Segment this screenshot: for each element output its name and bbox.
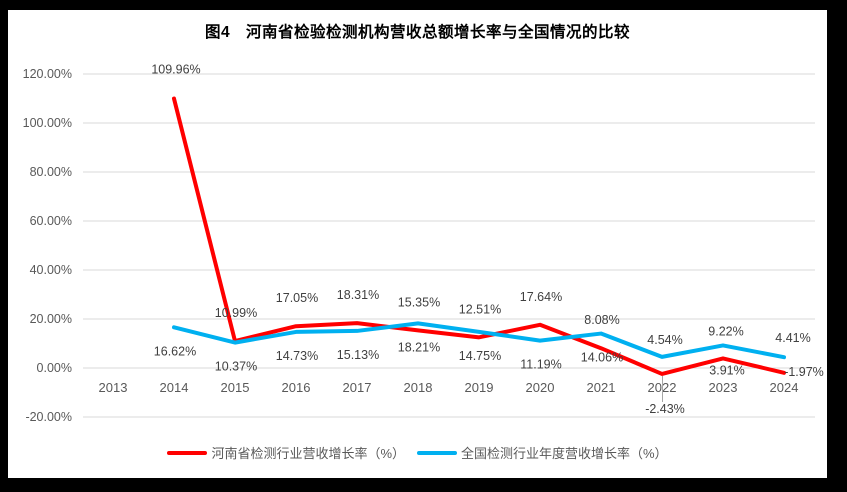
data-label: 8.08% [584,313,619,327]
data-label: 9.22% [708,324,743,338]
data-label: 10.37% [215,360,257,374]
y-tick-label: 60.00% [30,214,72,228]
legend-item-henan: 河南省检测行业营收增长率（%） [167,443,405,462]
series-line-1 [172,321,786,360]
data-label: 18.21% [398,340,440,354]
x-tick-label: 2020 [526,380,555,395]
x-tick-label: 2015 [221,380,250,395]
y-tick-label: 120.00% [23,67,72,81]
data-label: 4.41% [775,331,810,345]
data-label: 15.13% [337,348,379,362]
x-tick-label: 2013 [99,380,128,395]
series-line-0 [172,96,786,376]
plot-area: 120.00% 100.00% 80.00% 60.00% 40.00% 20.00% 0.… [23,63,824,424]
legend-label-henan: 河南省检测行业营收增长率（%） [211,446,405,461]
x-tick-label: 2016 [282,380,311,395]
y-tick-label: -20.00% [25,410,72,424]
y-tick-label: 20.00% [30,312,72,326]
data-label: 11.19% [520,358,561,372]
data-label: 14.06% [581,351,623,365]
x-tick-label: 2021 [587,380,616,395]
legend-item-national: 全国检测行业年度营收增长率（%） [417,443,668,462]
data-label: 14.75% [459,349,501,363]
legend-line-swatch-henan [167,450,208,455]
data-label: 4.54% [647,333,682,347]
data-label: 14.73% [276,349,318,363]
data-label: -2.43% [645,402,685,416]
data-label: 17.64% [520,290,562,304]
x-tick-label: 2019 [465,380,494,395]
data-label: 12.51% [459,302,501,316]
chart-frame: 图4 河南省检验检测机构营收总额增长率与全国情况的比较 120.00% 100.0… [8,10,827,478]
data-label: 109.96% [151,63,200,77]
chart-legend: 河南省检测行业营收增长率（%） 全国检测行业年度营收增长率（%） [8,443,827,462]
x-tick-label: 2024 [770,380,799,395]
y-tick-label: 40.00% [30,263,72,277]
x-tick-label: 2017 [343,380,372,395]
chart-title: 图4 河南省检验检测机构营收总额增长率与全国情况的比较 [204,24,631,41]
data-label: 16.62% [154,344,196,358]
legend-label-national: 全国检测行业年度营收增长率（%） [461,446,668,461]
x-tick-label: 2014 [160,380,189,395]
legend-line-swatch-national [417,450,457,455]
data-label: 17.05% [276,291,318,305]
data-label: 3.91% [709,363,744,377]
y-tick-label: 0.00% [37,361,72,375]
x-tick-label: 2023 [709,380,738,395]
y-tick-label: 100.00% [23,116,72,130]
data-label: 15.35% [398,295,440,309]
x-tick-label: 2018 [404,380,433,395]
y-tick-label: 80.00% [30,165,72,179]
data-label: 10.99% [215,306,257,320]
data-label: 18.31% [337,288,379,302]
data-label: -1.97% [784,365,824,379]
